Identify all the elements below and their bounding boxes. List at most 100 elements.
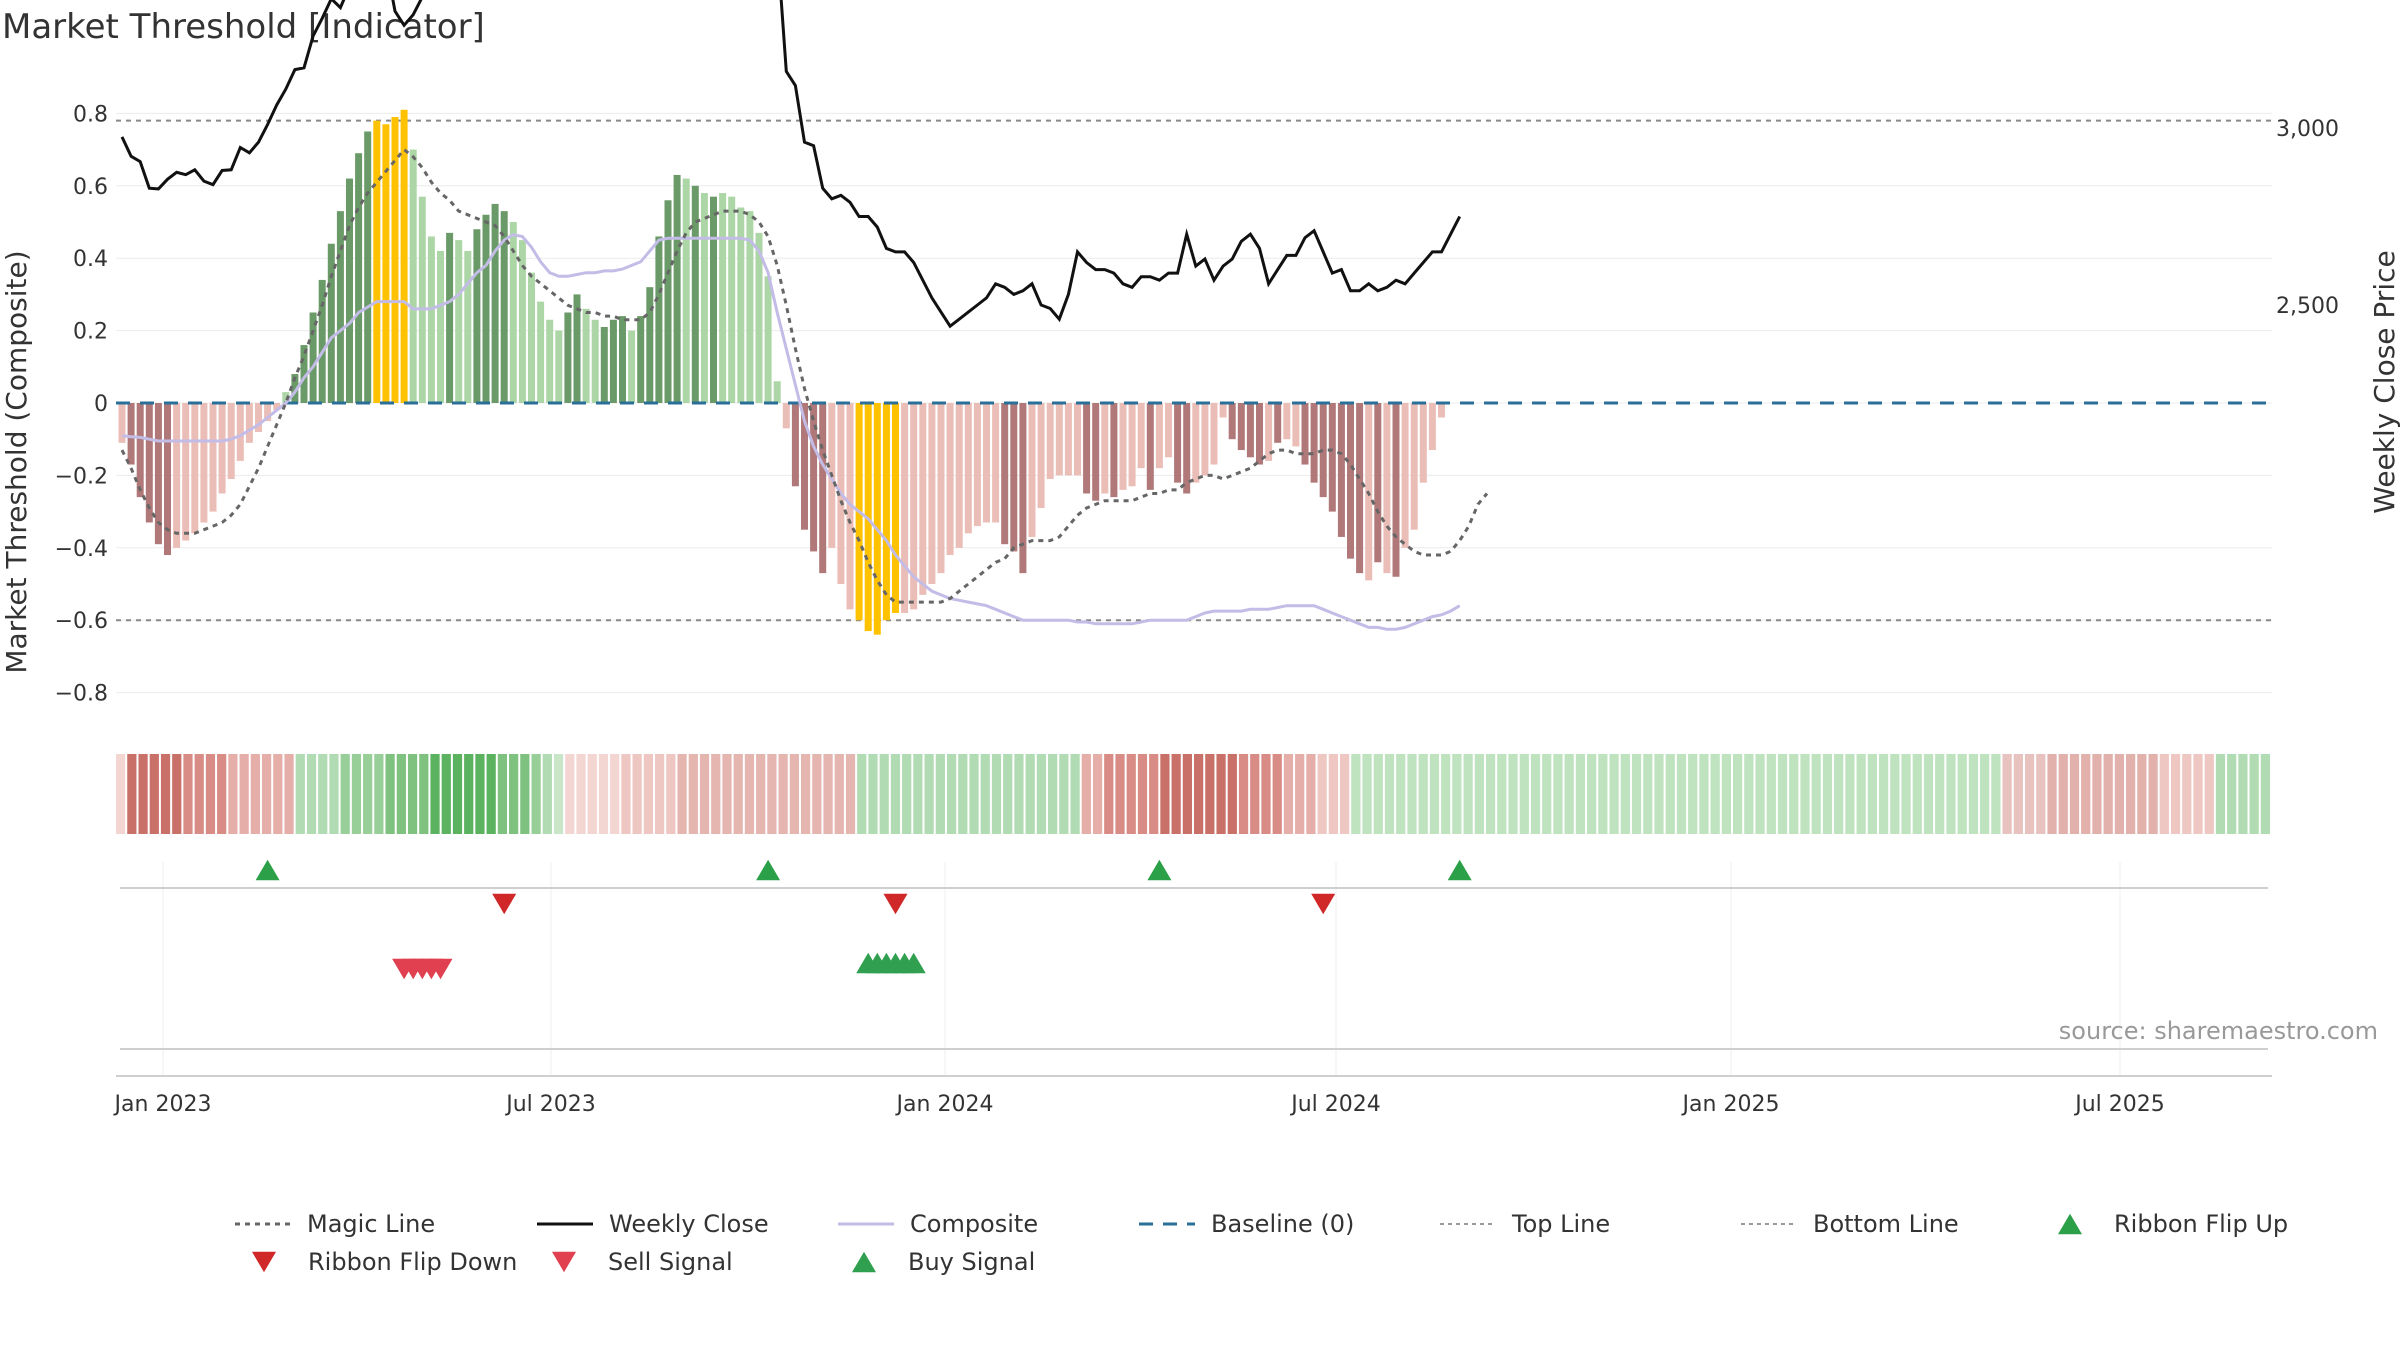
composite-bar	[691, 185, 699, 403]
composite-bar	[1319, 403, 1327, 498]
composite-bar	[873, 403, 881, 635]
composite-bar	[1210, 403, 1218, 465]
composite-bar	[437, 250, 444, 403]
ribbon-segment	[363, 754, 373, 834]
composite-bar	[992, 403, 1000, 523]
trend-ribbon	[116, 754, 2270, 834]
composite-bar	[455, 240, 463, 403]
ribbon-segment	[1317, 754, 1327, 834]
composite-bar	[628, 330, 636, 403]
composite-bar	[791, 403, 799, 487]
composite-bar	[892, 403, 899, 613]
y-axis-label: Market Threshold (Composite)	[0, 250, 33, 673]
ribbon-segment	[1452, 754, 1462, 834]
composite-bar	[473, 229, 481, 403]
composite-bar	[209, 403, 217, 512]
composite-bar	[728, 196, 736, 403]
legend-label: Bottom Line	[1813, 1210, 1959, 1238]
ribbon-segment	[138, 754, 148, 834]
ribbon-segment	[1014, 754, 1024, 834]
signal-panels	[116, 859, 2272, 1077]
composite-bar	[773, 381, 781, 403]
ribbon-segment	[1238, 754, 1249, 834]
composite-bar	[1392, 403, 1400, 577]
composite-bar	[910, 403, 918, 610]
ribbon-segment	[834, 754, 844, 834]
ribbon-segment	[1104, 754, 1114, 834]
ribbon-segment	[1171, 754, 1181, 834]
ribbon-segment	[1912, 754, 1922, 834]
composite-bar	[1110, 403, 1118, 498]
ribbon-segment	[1777, 754, 1788, 834]
composite-bar	[1128, 403, 1136, 487]
ribbon-segment	[2148, 754, 2158, 834]
composite-bar	[755, 232, 763, 403]
composite-bar	[282, 392, 290, 403]
composite-bar	[673, 174, 681, 403]
ribbon-segment	[868, 754, 878, 834]
ribbon-segment	[2260, 754, 2270, 834]
composite-bar	[409, 149, 417, 403]
ribbon-segment	[2193, 754, 2203, 834]
composite-bar	[700, 193, 708, 403]
ribbon-segment	[1429, 754, 1440, 834]
ribbon-segment	[542, 754, 552, 834]
composite-bar	[291, 374, 299, 403]
ribbon-segment	[1250, 754, 1260, 834]
ribbon-segment	[890, 754, 901, 834]
ribbon-segment	[677, 754, 687, 834]
ribbon-segment	[632, 754, 642, 834]
composite-bar	[482, 214, 490, 403]
composite-bar	[1401, 403, 1409, 548]
composite-bar	[528, 272, 535, 403]
ribbon-segment	[879, 754, 889, 834]
ribbon-segment	[1003, 754, 1013, 834]
ribbon-segment	[1654, 754, 1664, 834]
ribbon-segment	[1407, 754, 1417, 834]
ribbon-segment	[1137, 754, 1148, 834]
ribbon-segment	[913, 754, 923, 834]
composite-bar	[901, 403, 909, 613]
composite-bar	[819, 403, 827, 574]
ribbon-segment	[2047, 754, 2057, 834]
ribbon-segment	[1968, 754, 1979, 834]
sell-signal-marker	[428, 958, 453, 980]
ribbon-segment	[1688, 754, 1698, 834]
ribbon-segment	[924, 754, 934, 834]
ribbon-segment	[1463, 754, 1473, 834]
ribbon-segment	[969, 754, 979, 834]
ribbon-segment	[1598, 754, 1608, 834]
ribbon-segment	[1766, 754, 1776, 834]
legend: Magic Line Weekly Close Composite Baseline …	[235, 1210, 2288, 1276]
composite-bar	[737, 207, 745, 403]
composite-bar	[1246, 403, 1254, 458]
composite-bar	[1328, 403, 1336, 512]
composite-bar	[1201, 403, 1209, 476]
ribbon-segment	[1710, 754, 1720, 834]
ribbon-segment	[688, 754, 698, 834]
ribbon-segment	[1373, 754, 1383, 834]
ribbon-segment	[2170, 754, 2181, 834]
ribbon-segment	[2227, 754, 2237, 834]
composite-bar	[928, 403, 936, 584]
ribbon-segment	[1283, 754, 1294, 834]
ribbon-flip-up-marker	[756, 859, 781, 881]
legend-label: Magic Line	[307, 1210, 435, 1238]
ribbon-segment	[2092, 754, 2102, 834]
ribbon-segment	[374, 754, 384, 834]
composite-bar	[136, 403, 144, 498]
x-tick-label: Jul 2025	[2073, 1092, 2165, 1117]
ribbon-segment	[116, 754, 126, 834]
ribbon-segment	[1059, 754, 1069, 834]
composite-bar	[555, 330, 563, 403]
composite-bar	[1037, 403, 1045, 508]
composite-bar	[427, 236, 435, 403]
composite-bar	[1219, 403, 1227, 418]
ribbon-segment	[1643, 754, 1653, 834]
composite-bar	[264, 403, 272, 422]
ribbon-segment	[621, 754, 631, 834]
ribbon-flip-up-marker	[255, 859, 280, 881]
ribbon-segment	[1048, 754, 1058, 834]
composite-bar	[318, 279, 326, 403]
